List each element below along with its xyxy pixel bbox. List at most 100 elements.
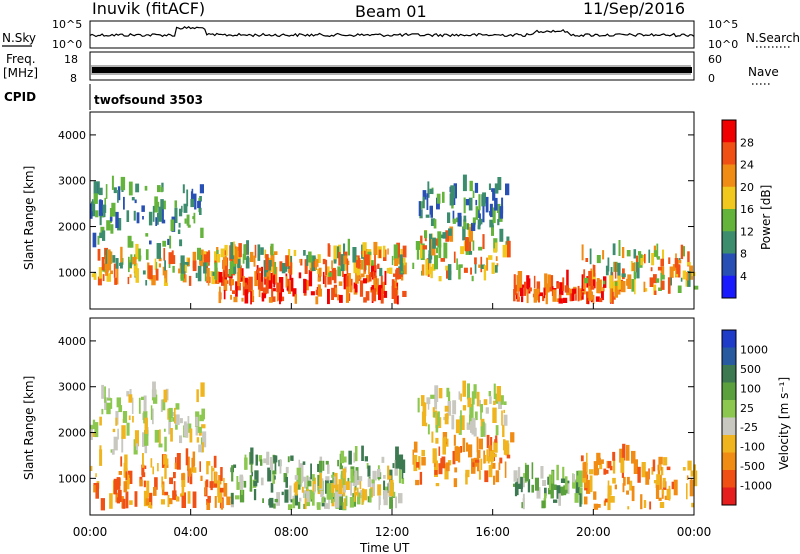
echo-cell	[331, 287, 334, 300]
echo-cell	[187, 224, 191, 228]
echo-cell	[306, 254, 309, 266]
echo-cell	[693, 470, 698, 487]
echo-cell	[233, 296, 238, 303]
echo-cell	[426, 397, 431, 405]
echo-cell	[115, 417, 118, 426]
colorbar-tick-label: 16	[740, 203, 754, 216]
echo-cell	[182, 472, 185, 480]
echo-cell	[333, 245, 337, 262]
echo-cell	[125, 472, 128, 480]
echo-cell	[521, 296, 524, 303]
echo-cell	[658, 287, 662, 291]
echo-cell	[356, 268, 361, 276]
echo-cell	[391, 255, 394, 266]
echo-cell	[187, 416, 190, 424]
x-tick-label: 00:00	[73, 525, 108, 539]
echo-cell	[272, 296, 276, 302]
echo-cell	[655, 278, 660, 283]
echo-cell	[206, 251, 211, 262]
echo-cell	[136, 443, 139, 451]
echo-cell	[491, 262, 495, 274]
echo-cell	[614, 484, 617, 490]
echo-cell	[687, 262, 691, 266]
echo-cell	[343, 243, 346, 256]
echo-cell	[223, 279, 228, 291]
echo-cell	[224, 244, 228, 256]
echo-cell	[420, 244, 423, 259]
echo-cell	[317, 288, 322, 297]
echo-cell	[361, 445, 364, 461]
echo-cell	[320, 490, 324, 498]
echo-cell	[279, 261, 283, 272]
echo-cell	[373, 473, 377, 480]
echo-cell	[599, 297, 603, 303]
echo-cell	[183, 421, 187, 437]
echo-cell	[644, 288, 648, 292]
echo-cell	[371, 285, 374, 290]
echo-cell	[297, 501, 301, 509]
echo-cell	[470, 267, 472, 275]
echo-cell	[435, 483, 440, 487]
echo-cell	[286, 285, 289, 291]
echo-cell	[274, 498, 278, 503]
echo-cell	[486, 449, 489, 462]
echo-cell	[164, 436, 167, 452]
power-colorbar-label: Power [dB]	[759, 185, 773, 250]
nsearch-tick-bottom: 10^0	[708, 38, 738, 51]
echo-cell	[656, 243, 659, 259]
echo-cell	[477, 460, 480, 472]
echo-cell	[659, 502, 665, 508]
echo-cell	[379, 267, 383, 277]
echo-cell	[602, 250, 605, 260]
echo-cell	[614, 280, 618, 298]
echo-cell	[154, 258, 157, 270]
echo-cell	[304, 498, 307, 510]
echo-cell	[343, 498, 346, 509]
echo-cell	[452, 400, 457, 415]
echo-cell	[460, 393, 462, 402]
echo-cell	[116, 268, 119, 285]
echo-cell	[139, 479, 143, 487]
echo-cell	[682, 467, 686, 471]
echo-cell	[660, 466, 664, 476]
echo-cell	[301, 486, 304, 493]
echo-cell	[471, 222, 476, 231]
echo-cell	[564, 285, 569, 293]
echo-cell	[312, 474, 315, 481]
echo-cell	[632, 262, 635, 271]
colorbar-tick-label: 20	[740, 181, 754, 194]
echo-cell	[589, 248, 592, 265]
echo-cell	[288, 249, 291, 266]
echo-cell	[307, 480, 312, 487]
echo-cell	[317, 284, 321, 290]
echo-cell	[307, 476, 311, 481]
echo-cell	[598, 504, 601, 508]
echo-cell	[185, 448, 189, 466]
echo-cell	[373, 241, 378, 255]
echo-cell	[598, 279, 602, 294]
echo-cell	[278, 277, 284, 291]
echo-cell	[393, 244, 398, 261]
echo-cell	[184, 262, 189, 266]
power-y-label: Slant Range [km]	[22, 166, 36, 270]
echo-cell	[560, 486, 564, 496]
colorbar-tick-label: 24	[740, 159, 754, 172]
echo-cell	[378, 249, 382, 258]
echo-cell	[251, 289, 254, 302]
echo-cell	[98, 200, 103, 216]
echo-cell	[466, 383, 470, 400]
colorbar-swatch	[722, 142, 736, 165]
echo-cell	[153, 487, 157, 496]
echo-cell	[200, 475, 203, 481]
echo-cell	[671, 481, 674, 490]
power-colorbar: 4 8 12 16 20 24 28	[721, 119, 754, 299]
echo-cell	[285, 466, 289, 474]
echo-cell	[178, 222, 181, 228]
echo-cell	[280, 285, 283, 302]
echo-cell	[164, 278, 166, 283]
echo-cell	[380, 288, 384, 300]
echo-cell	[306, 280, 309, 291]
echo-cell	[415, 241, 421, 250]
echo-cell	[569, 293, 572, 302]
x-tick-label: 16:00	[475, 525, 510, 539]
